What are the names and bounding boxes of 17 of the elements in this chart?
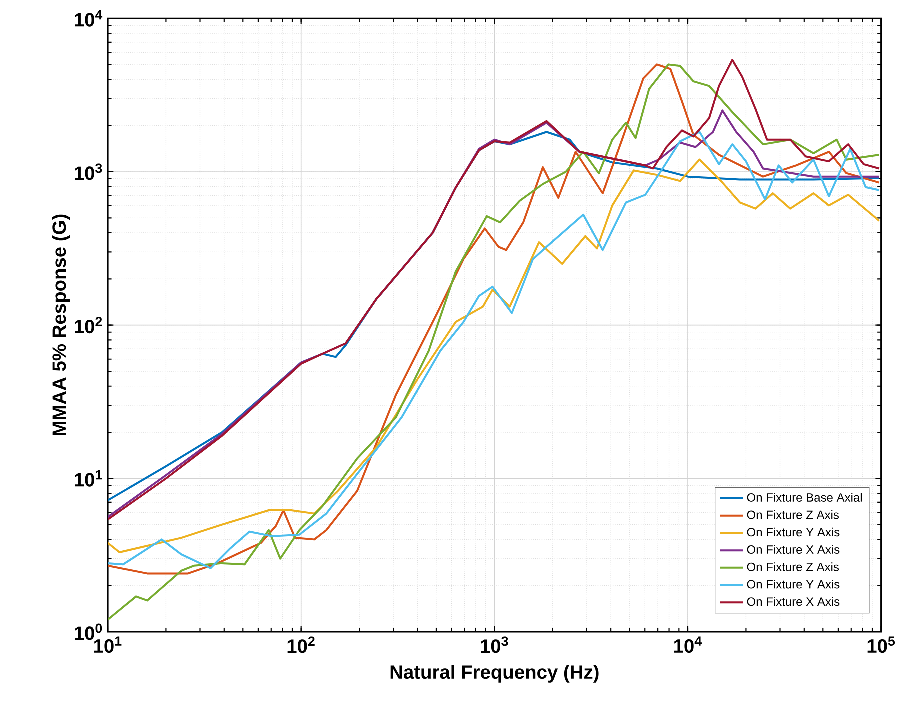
- legend-label: On Fixture X Axis: [747, 597, 840, 606]
- legend-label: On Fixture Y Axis: [747, 528, 840, 537]
- legend-label: On Fixture X Axis: [747, 545, 840, 554]
- x-axis-title: Natural Frequency (Hz): [390, 665, 599, 683]
- y-tick-label: 10$^{2}$: [75, 317, 102, 334]
- y-tick-label: 10$^{3}$: [75, 164, 102, 180]
- x-tick-label: 10$^{5}$: [868, 636, 896, 654]
- y-tick-label: 10$^{1}$: [75, 470, 102, 487]
- y-axis-title: MMAA 5% Response (G): [52, 214, 70, 436]
- x-tick-label: 10$^{2}$: [288, 636, 315, 654]
- legend-label: On Fixture Base Axial: [747, 493, 862, 502]
- legend-label: On Fixture Y Axis: [747, 580, 840, 589]
- legend-label: On Fixture Z Axis: [747, 510, 840, 520]
- y-tick-label: 10$^{4}$: [75, 10, 103, 27]
- x-tick-label: 10$^{4}$: [674, 636, 702, 654]
- legend-label: On Fixture Z Axis: [747, 562, 840, 572]
- x-tick-label: 10$^{3}$: [481, 636, 508, 654]
